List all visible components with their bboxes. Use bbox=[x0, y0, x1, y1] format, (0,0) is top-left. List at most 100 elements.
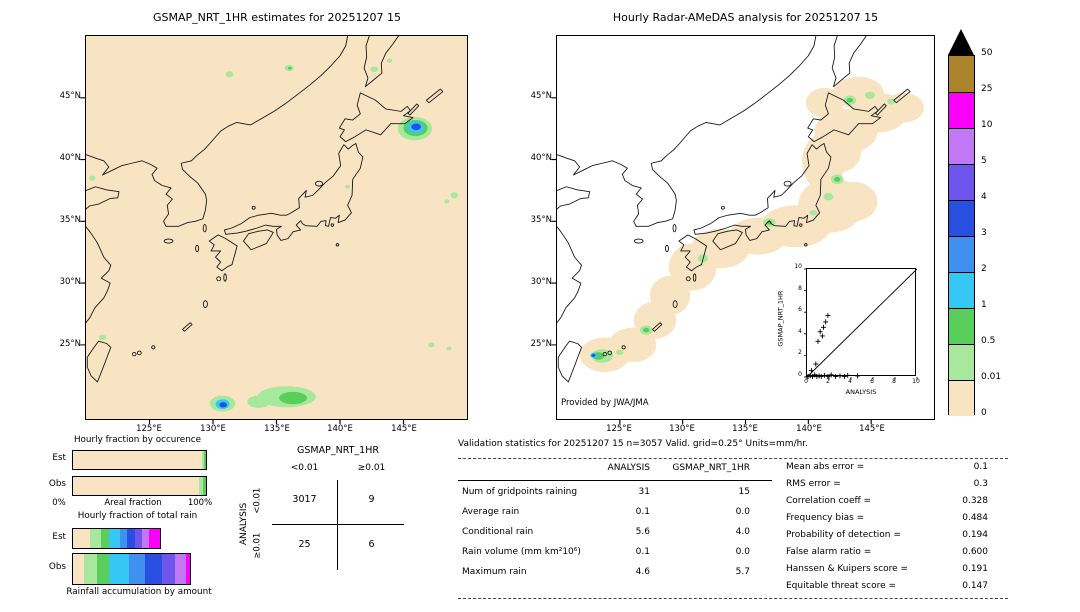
dashed-divider-top bbox=[458, 458, 1008, 459]
scatter-point bbox=[855, 373, 861, 379]
contingency-row-header: ≥0.01 bbox=[252, 532, 263, 559]
lon-label: 140°E bbox=[796, 424, 822, 434]
bar-segment bbox=[96, 554, 109, 584]
gsmap-map-title: GSMAP_NRT_1HR estimates for 20251207 15 bbox=[152, 11, 402, 24]
total-rain-est-bar-inner bbox=[72, 528, 162, 549]
bar-segment bbox=[144, 554, 162, 584]
validation-analysis-value: 0.1 bbox=[635, 547, 650, 557]
obs-label: Obs bbox=[48, 562, 66, 572]
dashed-divider-bottom bbox=[458, 598, 1008, 599]
validation-row-label: Average rain bbox=[462, 507, 520, 517]
colorbar-segment bbox=[949, 92, 974, 128]
validation-gsmap-value: 15 bbox=[738, 487, 750, 497]
score-value: 0.600 bbox=[962, 547, 988, 557]
scatter-point bbox=[841, 373, 847, 379]
contingency-v-divider bbox=[337, 480, 338, 570]
score-value: 0.328 bbox=[962, 496, 988, 506]
colorbar-segment bbox=[949, 308, 974, 344]
bar-segment bbox=[120, 529, 128, 548]
scatter-point bbox=[805, 373, 811, 379]
total-rain-obs-bar-inner bbox=[72, 553, 191, 585]
bar-segment bbox=[185, 554, 190, 584]
colorbar-label: 10 bbox=[981, 120, 993, 130]
inset-x-tick: 0 bbox=[804, 378, 808, 385]
scatter-point bbox=[822, 372, 828, 378]
validation-gsmap-value: 4.0 bbox=[735, 527, 750, 537]
bar-segment bbox=[128, 554, 145, 584]
score-value: 0.194 bbox=[962, 530, 988, 540]
inset-x-tick: 4 bbox=[848, 378, 852, 385]
score-row: Correlation coeff = 0.328 bbox=[786, 496, 988, 507]
occurrence-obs-bar-inner bbox=[72, 476, 207, 496]
bar-segment bbox=[73, 451, 202, 469]
bar-segment bbox=[108, 554, 129, 584]
areal-fraction-caption: Areal fraction bbox=[104, 498, 162, 508]
inset-x-tick: 6 bbox=[870, 378, 874, 385]
inset-x-tick: 2 bbox=[826, 378, 830, 385]
colorbar-label: 50 bbox=[981, 48, 993, 58]
score-value: 0.191 bbox=[962, 564, 988, 574]
scatter-point bbox=[814, 373, 820, 379]
bar-segment bbox=[73, 554, 84, 584]
scatter-point bbox=[813, 361, 819, 367]
bar-segment bbox=[127, 529, 135, 548]
radar-map-svg bbox=[550, 36, 924, 425]
inset-y-tick: 6 bbox=[798, 306, 802, 313]
colorbar-segment bbox=[949, 344, 974, 380]
lon-label: 135°E bbox=[264, 424, 290, 434]
inset-ticks bbox=[804, 268, 918, 380]
validation-header: Validation statistics for 20251207 15 n=… bbox=[458, 439, 809, 449]
bar-segment bbox=[202, 451, 205, 469]
colorbar-overflow-triangle bbox=[948, 29, 974, 55]
lon-label: 145°E bbox=[859, 424, 885, 434]
bar-segment bbox=[202, 477, 206, 495]
lat-label: 30°N bbox=[59, 277, 81, 287]
validation-gsmap-value: 0.0 bbox=[735, 547, 750, 557]
bar-segment bbox=[108, 529, 121, 548]
inset-y-tick: 2 bbox=[798, 349, 802, 356]
bar-segment bbox=[204, 451, 206, 469]
scatter-point bbox=[816, 373, 822, 379]
inset-y-tick: 8 bbox=[798, 285, 802, 292]
bar-segment bbox=[90, 529, 101, 548]
contingency-col-header: ≥0.01 bbox=[357, 463, 386, 473]
inset-x-tick: 8 bbox=[892, 378, 896, 385]
bar-segment bbox=[141, 529, 150, 548]
colorbar-segment bbox=[949, 236, 974, 272]
radar-map-title: Hourly Radar-AMeDAS analysis for 2025120… bbox=[612, 11, 879, 24]
colorbar-segment bbox=[949, 128, 974, 164]
contingency-cell: 9 bbox=[368, 494, 375, 505]
scatter-point bbox=[828, 372, 834, 378]
colorbar-label: 0.01 bbox=[981, 372, 1002, 382]
lon-label: 125°E bbox=[606, 424, 632, 434]
score-row: Equitable threat score = 0.147 bbox=[786, 581, 988, 592]
gsmap-map-panel bbox=[79, 35, 468, 425]
score-label: Hanssen & Kuipers score = bbox=[786, 564, 909, 574]
score-row: Frequency bias = 0.484 bbox=[786, 513, 988, 524]
total-rain-chart-title: Hourly fraction of total rain bbox=[77, 511, 198, 521]
occurrence-chart-title: Hourly fraction by occurence bbox=[73, 435, 202, 445]
bar-segment bbox=[100, 529, 109, 548]
lat-label: 25°N bbox=[59, 339, 81, 349]
header-underline bbox=[458, 480, 772, 481]
est-label: Est bbox=[52, 453, 66, 463]
colorbar-label: 5 bbox=[981, 156, 987, 166]
bar-segment bbox=[134, 529, 142, 548]
scatter-points bbox=[805, 312, 861, 379]
validation-row-label: Rain volume (mm km²10⁶) bbox=[462, 547, 581, 557]
validation-row-label: Num of gridpoints raining bbox=[462, 487, 578, 497]
occurrence-est-bar bbox=[72, 450, 207, 470]
scatter-point bbox=[818, 373, 824, 379]
scatter-point bbox=[845, 372, 851, 378]
validation-analysis-value: 4.6 bbox=[635, 567, 650, 577]
lat-label: 45°N bbox=[59, 91, 81, 101]
validation-analysis-value: 0.1 bbox=[635, 507, 650, 517]
inset-y-tick: 0 bbox=[798, 371, 802, 378]
inset-y-tick: 4 bbox=[798, 328, 802, 335]
bar-segment bbox=[161, 554, 176, 584]
score-value: 0.484 bbox=[962, 513, 988, 523]
bar-segment bbox=[149, 529, 161, 548]
colorbar-label: 0.5 bbox=[981, 336, 996, 346]
contingency-cell: 3017 bbox=[292, 494, 317, 505]
